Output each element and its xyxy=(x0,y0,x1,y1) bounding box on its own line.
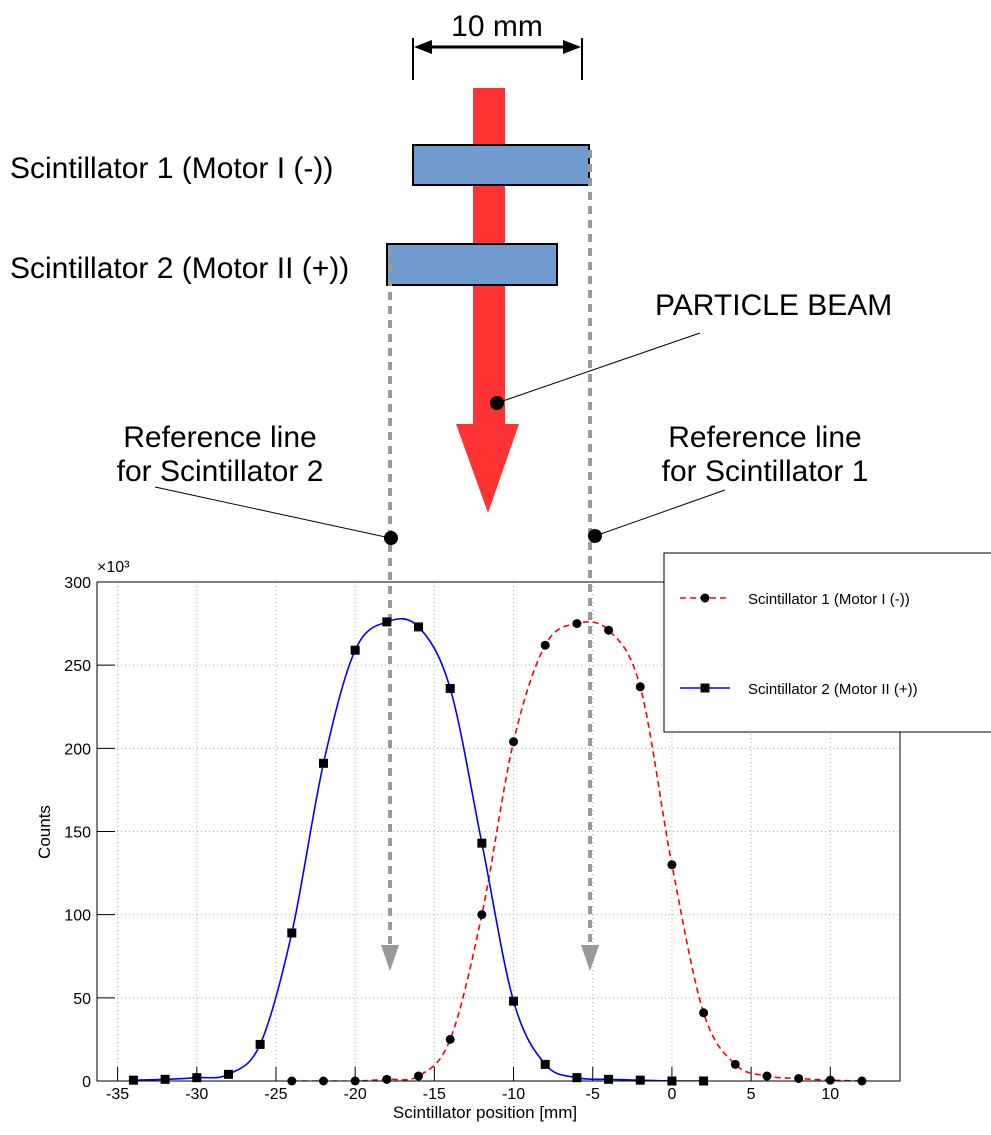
marker xyxy=(604,1074,614,1084)
marker xyxy=(540,1059,550,1069)
marker xyxy=(128,1075,138,1085)
marker xyxy=(477,838,487,848)
marker xyxy=(414,622,424,632)
beam-head xyxy=(456,424,519,513)
dimension-arrow xyxy=(563,40,581,54)
marker xyxy=(160,1074,170,1084)
leader-line xyxy=(496,332,701,404)
legend-box xyxy=(663,552,991,733)
y-tick-label: 200 xyxy=(64,741,91,758)
marker xyxy=(635,1075,645,1085)
marker xyxy=(192,1073,202,1083)
marker xyxy=(667,860,677,870)
marker xyxy=(287,928,297,938)
x-tick-label: -5 xyxy=(586,1086,600,1103)
scintillator-1 xyxy=(412,144,590,186)
marker xyxy=(414,1071,424,1081)
marker xyxy=(604,625,614,635)
marker xyxy=(350,645,360,655)
leader-dot xyxy=(384,531,398,545)
reference-label: for Scintillator 2 xyxy=(117,455,324,488)
legend-label: Scintillator 2 (Motor II (+)) xyxy=(748,681,918,698)
x-tick-label: -25 xyxy=(264,1086,287,1103)
beam-label: PARTICLE BEAM xyxy=(655,289,892,322)
reference-label: Reference line xyxy=(668,421,861,454)
x-tick-label: 0 xyxy=(667,1086,676,1103)
x-tick-label: 5 xyxy=(747,1086,756,1103)
marker xyxy=(699,1008,709,1018)
x-tick-label: -30 xyxy=(185,1086,208,1103)
scintillator-2 xyxy=(386,243,558,286)
marker xyxy=(572,1073,582,1083)
marker xyxy=(572,619,582,629)
x-tick-label: -15 xyxy=(423,1086,446,1103)
marker xyxy=(794,1074,804,1084)
y-tick-label: 0 xyxy=(82,1074,91,1091)
plot-frame xyxy=(96,581,901,1082)
leader-dot xyxy=(588,529,602,543)
reference-label: for Scintillator 1 xyxy=(662,455,869,488)
marker xyxy=(223,1069,233,1079)
scintillator-2-label: Scintillator 2 (Motor II (+)) xyxy=(10,252,349,285)
x-axis-label: Scintillator position [mm] xyxy=(393,1103,577,1122)
marker xyxy=(255,1039,265,1049)
y-tick-label: 100 xyxy=(64,908,91,925)
reference-arrow xyxy=(381,945,399,971)
y-multiplier: ×10³ xyxy=(97,559,130,576)
marker xyxy=(382,1074,392,1084)
y-tick-label: 50 xyxy=(73,991,91,1008)
marker xyxy=(445,683,455,693)
marker xyxy=(730,1059,740,1069)
marker xyxy=(825,1075,835,1085)
marker xyxy=(445,1034,455,1044)
leader-line xyxy=(594,489,726,537)
marker xyxy=(382,617,392,627)
marker xyxy=(318,758,328,768)
x-tick-label: -20 xyxy=(344,1086,367,1103)
y-tick-label: 250 xyxy=(64,658,91,675)
reference-label: Reference line xyxy=(123,421,316,454)
marker xyxy=(635,682,645,692)
marker xyxy=(762,1071,772,1081)
x-tick-label: -10 xyxy=(502,1086,525,1103)
marker xyxy=(509,996,519,1006)
scintillator-1-label: Scintillator 1 (Motor I (-)) xyxy=(10,152,333,185)
y-axis-label: Counts xyxy=(35,805,54,859)
y-tick-label: 300 xyxy=(64,575,91,592)
series-line xyxy=(133,618,704,1081)
y-tick-label: 150 xyxy=(64,825,91,842)
x-tick-label: 10 xyxy=(821,1086,839,1103)
marker xyxy=(477,910,487,920)
leader-dot xyxy=(490,396,504,410)
marker xyxy=(509,737,519,747)
dimension-arrow xyxy=(414,40,432,54)
legend-label: Scintillator 1 (Motor I (-)) xyxy=(748,591,910,608)
marker xyxy=(540,640,550,650)
marker xyxy=(700,683,710,693)
x-tick-label: -35 xyxy=(106,1086,129,1103)
leader-line xyxy=(154,486,391,539)
marker xyxy=(700,593,710,603)
reference-arrow xyxy=(581,945,599,971)
dimension-label: 10 mm xyxy=(451,10,543,43)
